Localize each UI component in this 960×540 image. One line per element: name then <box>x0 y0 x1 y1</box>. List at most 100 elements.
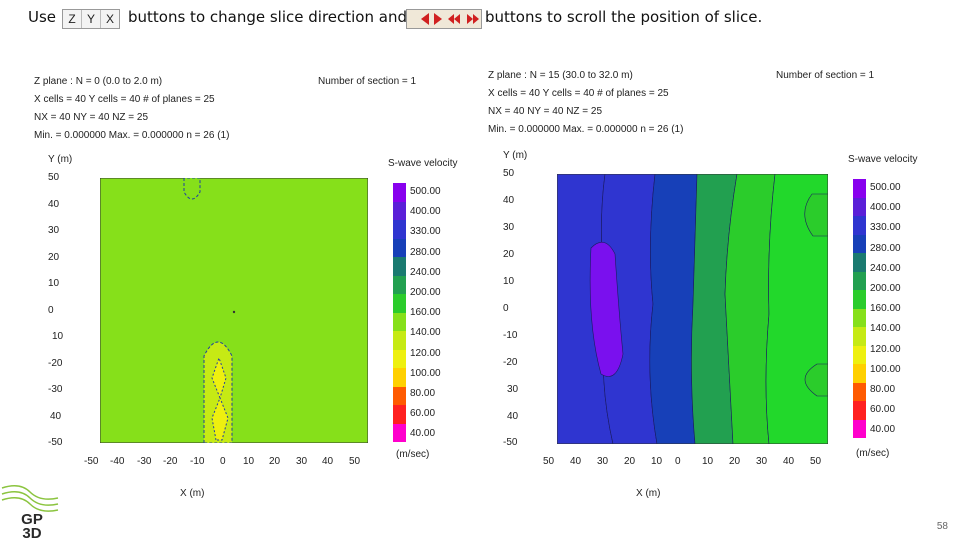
left-ytick-label: -20 <box>48 358 63 369</box>
left-xtick-label: 10 <box>243 456 255 467</box>
color-scale-segment <box>393 349 406 368</box>
right-info-line-4: Min. = 0.000000 Max. = 0.000000 n = 26 (… <box>488 124 684 135</box>
color-scale-segment <box>393 220 406 239</box>
right-section-count: Number of section = 1 <box>776 70 875 81</box>
left-ytick-label: 50 <box>48 172 60 183</box>
color-scale-value: 100.00 <box>410 367 441 379</box>
right-high-velocity-zone <box>589 241 624 377</box>
scroll-fast-left-icon[interactable] <box>454 14 460 24</box>
color-scale-value: 40.00 <box>410 428 436 440</box>
gp3d-logo: GP 3D <box>1 485 59 540</box>
right-top-right-contour <box>804 193 828 237</box>
right-band-3 <box>649 174 698 444</box>
slice-direction-toolbar: Z Y X <box>62 9 120 29</box>
scroll-fast-right-icon[interactable] <box>467 14 473 24</box>
color-scale-segment <box>853 364 866 383</box>
right-xtick-label: 20 <box>624 456 636 467</box>
left-section-count: Number of section = 1 <box>318 76 417 87</box>
color-scale-segment <box>853 234 866 253</box>
right-ytick-label: -50 <box>503 437 518 448</box>
color-scale-value: 400.00 <box>870 202 901 214</box>
right-ytick-label: 40 <box>507 411 519 422</box>
right-xtick-label: 40 <box>783 456 795 467</box>
color-scale-value: 400.00 <box>410 206 441 218</box>
color-scale-segment <box>853 216 866 235</box>
color-scale-segment <box>393 294 406 313</box>
left-ytick-label: -30 <box>48 384 63 395</box>
left-xtick-label: 50 <box>349 456 361 467</box>
left-top-notch-contour <box>183 178 201 200</box>
left-ytick-label: 40 <box>50 411 62 422</box>
right-x-axis-label: X (m) <box>636 488 661 499</box>
left-xtick-label: 40 <box>322 456 334 467</box>
color-scale-value: 40.00 <box>870 424 896 436</box>
right-y-axis-label: Y (m) <box>503 150 528 161</box>
left-ytick-label: -50 <box>48 437 63 448</box>
instruction-use-text: Use <box>28 8 57 26</box>
right-info-line-3: NX = 40 NY = 40 NZ = 25 <box>488 106 603 117</box>
left-core-zone <box>211 356 229 441</box>
left-xtick-label: -50 <box>84 456 99 467</box>
color-scale-value: 200.00 <box>410 287 441 298</box>
scroll-last-right-icon[interactable] <box>473 14 479 24</box>
color-scale-value: 200.00 <box>870 283 901 294</box>
scroll-left-icon[interactable] <box>421 13 429 25</box>
left-xtick-label: -20 <box>163 456 178 467</box>
left-color-scale-bar <box>393 183 406 442</box>
right-legend-title: S-wave velocity <box>848 154 918 165</box>
color-scale-segment <box>853 179 866 198</box>
left-ytick-label: 40 <box>48 199 60 210</box>
color-scale-segment <box>853 253 866 272</box>
color-scale-segment <box>393 183 406 202</box>
right-legend-unit: (m/sec) <box>856 448 890 459</box>
right-xtick-label: 30 <box>597 456 609 467</box>
right-xtick-label: 10 <box>702 456 714 467</box>
color-scale-segment <box>853 271 866 290</box>
left-legend-title: S-wave velocity <box>388 158 458 169</box>
color-scale-segment <box>393 423 406 442</box>
right-ytick-label: 10 <box>503 276 515 287</box>
left-legend-unit: (m/sec) <box>396 449 430 460</box>
scroll-right-icon[interactable] <box>434 13 442 25</box>
color-scale-segment <box>393 312 406 331</box>
color-scale-segment <box>393 405 406 424</box>
right-ytick-label: -10 <box>503 330 518 341</box>
color-scale-segment <box>393 257 406 276</box>
right-xtick-label: 10 <box>651 456 663 467</box>
color-scale-value: 160.00 <box>410 307 441 319</box>
color-scale-segment <box>853 290 866 309</box>
scroll-arrows-icon <box>421 13 479 25</box>
svg-text:3D: 3D <box>22 525 41 540</box>
color-scale-value: 120.00 <box>870 343 901 355</box>
right-bottom-right-contour <box>804 363 828 397</box>
svg-text:GP: GP <box>21 511 43 528</box>
left-xtick-label: 30 <box>296 456 308 467</box>
left-info-line-4: Min. = 0.000000 Max. = 0.000000 n = 26 (… <box>34 130 230 141</box>
color-scale-value: 80.00 <box>410 388 436 399</box>
left-xtick-label: -30 <box>137 456 152 467</box>
color-scale-value: 500.00 <box>410 186 441 197</box>
right-velocity-contour-plot <box>557 174 828 444</box>
left-velocity-contour-plot <box>100 178 368 443</box>
color-scale-value: 330.00 <box>870 222 901 234</box>
right-color-scale-bar <box>853 179 866 438</box>
z-direction-button[interactable]: Z <box>63 10 82 28</box>
color-scale-segment <box>393 331 406 350</box>
left-ytick-label: 0 <box>48 305 54 316</box>
scroll-first-left-icon[interactable] <box>448 14 454 24</box>
x-direction-button[interactable]: X <box>105 12 114 26</box>
color-scale-segment <box>393 386 406 405</box>
color-scale-value: 500.00 <box>870 182 901 193</box>
left-info-line-1: Z plane : N = 0 (0.0 to 2.0 m) <box>34 76 163 87</box>
y-direction-button[interactable]: Y <box>82 10 101 28</box>
color-scale-segment <box>853 382 866 401</box>
right-xtick-label: 40 <box>570 456 582 467</box>
right-xtick-label: 50 <box>810 456 822 467</box>
right-ytick-label: 0 <box>503 303 509 314</box>
color-scale-segment <box>853 345 866 364</box>
color-scale-segment <box>393 238 406 257</box>
color-scale-segment <box>853 401 866 420</box>
color-scale-segment <box>853 327 866 346</box>
left-xtick-label: 0 <box>220 456 226 467</box>
left-y-axis-label: Y (m) <box>48 154 73 165</box>
